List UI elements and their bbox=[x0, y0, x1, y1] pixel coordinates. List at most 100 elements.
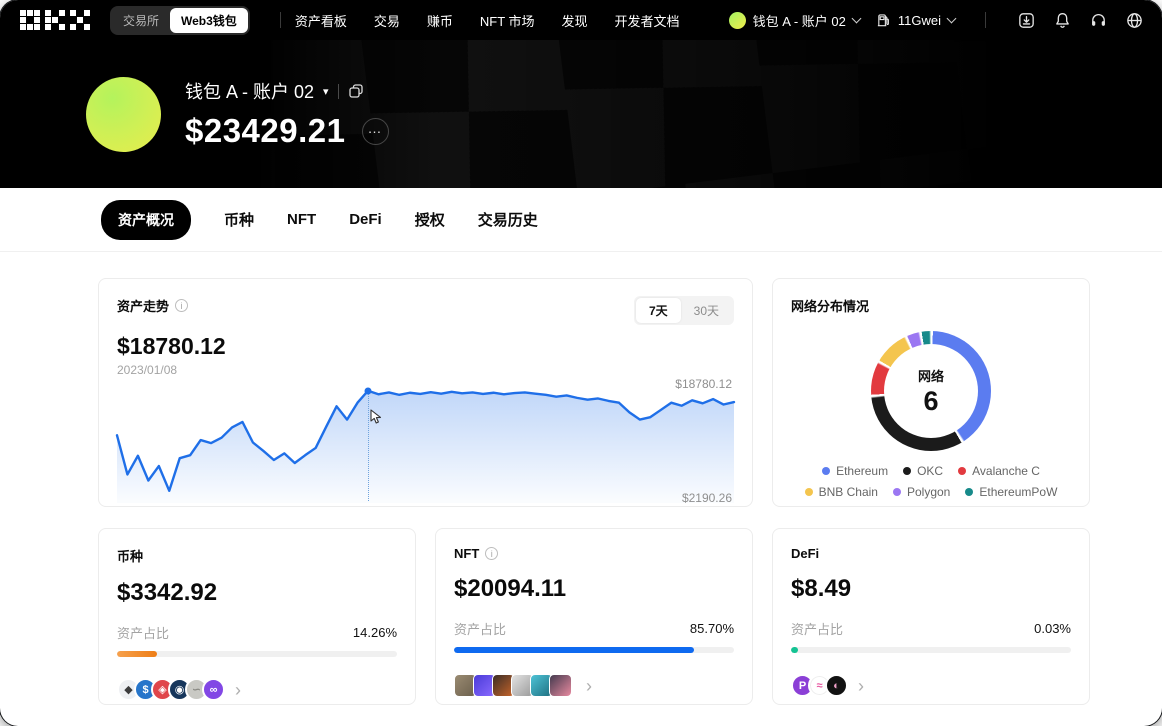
defi-total-value: $8.49 bbox=[791, 575, 852, 602]
tokens-card-title: 币种 bbox=[117, 549, 144, 564]
range-option-30d[interactable]: 30天 bbox=[693, 304, 719, 318]
chart-hover-dot bbox=[364, 387, 372, 395]
nav-link-discover[interactable]: 发现 bbox=[561, 13, 588, 29]
legend-dot bbox=[892, 488, 901, 496]
chevron-right-icon[interactable]: › bbox=[858, 675, 864, 696]
nav-link-nft-market[interactable]: NFT 市场 bbox=[479, 13, 535, 29]
hero-fade-overlay bbox=[0, 40, 1162, 188]
legend-label: BNB Chain bbox=[818, 485, 878, 499]
token-icon: ∞ bbox=[202, 678, 225, 701]
donut-center-label: 网络 bbox=[917, 368, 944, 384]
nft-progress-fill bbox=[454, 647, 694, 653]
asset-trend-chart[interactable]: $18780.12 $2190.26 bbox=[117, 377, 734, 505]
chevron-right-icon[interactable]: › bbox=[586, 675, 592, 696]
nav-links: 资产看板 交易 赚币 NFT 市场 发现 开发者文档 bbox=[295, 11, 680, 30]
legend-item-ethereum[interactable]: Ethereum bbox=[822, 464, 888, 478]
nav-link-earn[interactable]: 赚币 bbox=[426, 13, 453, 29]
chevron-down-icon bbox=[946, 13, 957, 24]
defi-card-title: DeFi bbox=[791, 546, 820, 561]
donut-center: 网络 6 bbox=[884, 344, 978, 438]
nav-divider bbox=[279, 12, 281, 28]
ratio-label: 资产占比 bbox=[791, 622, 844, 637]
main-content: 资产走势 i 7天 30天 $18780.12 2023/01/08 $1878… bbox=[0, 252, 1162, 705]
legend-dot bbox=[822, 467, 831, 475]
tokens-progress-track bbox=[117, 651, 397, 657]
cursor-icon bbox=[370, 409, 382, 424]
caret-down-icon[interactable]: ▾ bbox=[323, 85, 329, 98]
mode-option-web3-wallet[interactable]: Web3钱包 bbox=[170, 7, 248, 33]
tokens-ratio-percent: 14.26% bbox=[352, 625, 397, 640]
asset-trend-card: 资产走势 i 7天 30天 $18780.12 2023/01/08 $1878… bbox=[98, 278, 753, 507]
top-navbar: 交易所 Web3钱包 资产看板 交易 赚币 NFT 市场 发现 开发者文档 钱包… bbox=[0, 0, 1162, 40]
wallet-account-selector[interactable]: 钱包 A - 账户 02 bbox=[728, 11, 862, 30]
defi-ratio-percent: 0.03% bbox=[1034, 621, 1071, 636]
nft-thumbnails-row[interactable]: › bbox=[454, 674, 734, 697]
legend-dot bbox=[965, 488, 974, 496]
range-segmented-control: 7天 30天 bbox=[633, 296, 734, 325]
wallet-avatar bbox=[728, 11, 746, 29]
ratio-label: 资产占比 bbox=[117, 626, 170, 641]
token-icons-row[interactable]: ◆ $ ◈ ◉ ∽ ∞ › bbox=[117, 678, 397, 701]
nav-link-trade[interactable]: 交易 bbox=[373, 13, 400, 29]
legend-dot bbox=[903, 467, 912, 475]
chart-hover-line bbox=[367, 390, 369, 501]
download-icon[interactable] bbox=[1016, 10, 1036, 30]
gas-price-label: 11Gwei bbox=[897, 12, 941, 28]
okx-logo-icon[interactable] bbox=[20, 10, 90, 30]
hero-divider bbox=[337, 83, 339, 99]
legend-label: Ethereum bbox=[836, 464, 889, 478]
gas-pump-icon bbox=[877, 13, 889, 26]
network-card-title: 网络分布情况 bbox=[791, 299, 870, 314]
legend-item-okc[interactable]: OKC bbox=[903, 464, 943, 478]
tab-asset-overview[interactable]: 资产概况 bbox=[101, 199, 191, 240]
legend-item-ethereumpow[interactable]: EthereumPoW bbox=[965, 485, 1057, 499]
tokens-total-value: $3342.92 bbox=[117, 579, 218, 606]
wallet-hero: 钱包 A - 账户 02 ▾ $23429.21 … bbox=[0, 40, 1162, 188]
defi-protocol-icons-row[interactable]: P ≈ ◐ › bbox=[791, 674, 1071, 697]
wallet-selector-label: 钱包 A - 账户 02 bbox=[752, 13, 846, 29]
more-actions-button[interactable]: … bbox=[361, 117, 389, 145]
legend-item-avalanche[interactable]: Avalanche C bbox=[958, 464, 1040, 478]
copy-address-icon[interactable] bbox=[348, 83, 364, 99]
legend-item-bnb-chain[interactable]: BNB Chain bbox=[804, 485, 878, 499]
asset-tabbar: 资产概况 币种 NFT DeFi 授权 交易历史 bbox=[0, 188, 1162, 252]
mode-option-exchange[interactable]: 交易所 bbox=[123, 13, 160, 28]
notification-icon[interactable] bbox=[1052, 10, 1072, 30]
tokens-progress-fill bbox=[117, 651, 157, 657]
tab-approvals[interactable]: 授权 bbox=[414, 212, 445, 229]
nav-link-developer-docs[interactable]: 开发者文档 bbox=[614, 13, 680, 29]
wallet-name: 钱包 A - 账户 02 bbox=[185, 82, 315, 102]
language-icon[interactable] bbox=[1124, 10, 1144, 30]
legend-dot bbox=[804, 488, 813, 496]
defi-progress-fill bbox=[791, 647, 798, 653]
nav-link-assets-dashboard[interactable]: 资产看板 bbox=[294, 13, 347, 29]
nft-progress-track bbox=[454, 647, 734, 653]
line-chart bbox=[117, 381, 734, 503]
mode-toggle: 交易所 Web3钱包 bbox=[110, 5, 250, 35]
network-legend: Ethereum OKC Avalanche C BNB Chain Polyg… bbox=[791, 464, 1071, 499]
nav-divider bbox=[985, 12, 986, 28]
legend-label: OKC bbox=[917, 464, 944, 478]
legend-label: EthereumPoW bbox=[979, 485, 1058, 499]
wallet-avatar-large bbox=[86, 76, 161, 152]
legend-label: Avalanche C bbox=[972, 464, 1040, 478]
tokens-summary-card: 币种 $3342.92 资产占比 14.26% ◆ $ ◈ ◉ ∽ ∞ › bbox=[98, 528, 416, 705]
support-icon[interactable] bbox=[1088, 10, 1108, 30]
network-donut-chart[interactable]: 网络 6 bbox=[871, 331, 991, 451]
legend-item-polygon[interactable]: Polygon bbox=[892, 485, 950, 499]
nav-right-cluster: 钱包 A - 账户 02 11Gwei bbox=[728, 10, 1144, 30]
chevron-down-icon bbox=[851, 13, 862, 24]
tab-defi[interactable]: DeFi bbox=[349, 211, 382, 228]
gas-price-selector[interactable]: 11Gwei bbox=[876, 12, 957, 28]
info-icon[interactable]: i bbox=[175, 299, 189, 312]
tab-tokens[interactable]: 币种 bbox=[224, 212, 255, 229]
nft-ratio-percent: 85.70% bbox=[689, 621, 734, 636]
tab-nft[interactable]: NFT bbox=[287, 211, 317, 228]
range-option-7d[interactable]: 7天 bbox=[635, 298, 681, 323]
info-icon[interactable]: i bbox=[485, 547, 499, 560]
donut-center-value: 6 bbox=[923, 385, 939, 416]
chevron-right-icon[interactable]: › bbox=[235, 679, 241, 700]
tab-history[interactable]: 交易历史 bbox=[477, 212, 538, 229]
nft-total-value: $20094.11 bbox=[454, 575, 567, 602]
